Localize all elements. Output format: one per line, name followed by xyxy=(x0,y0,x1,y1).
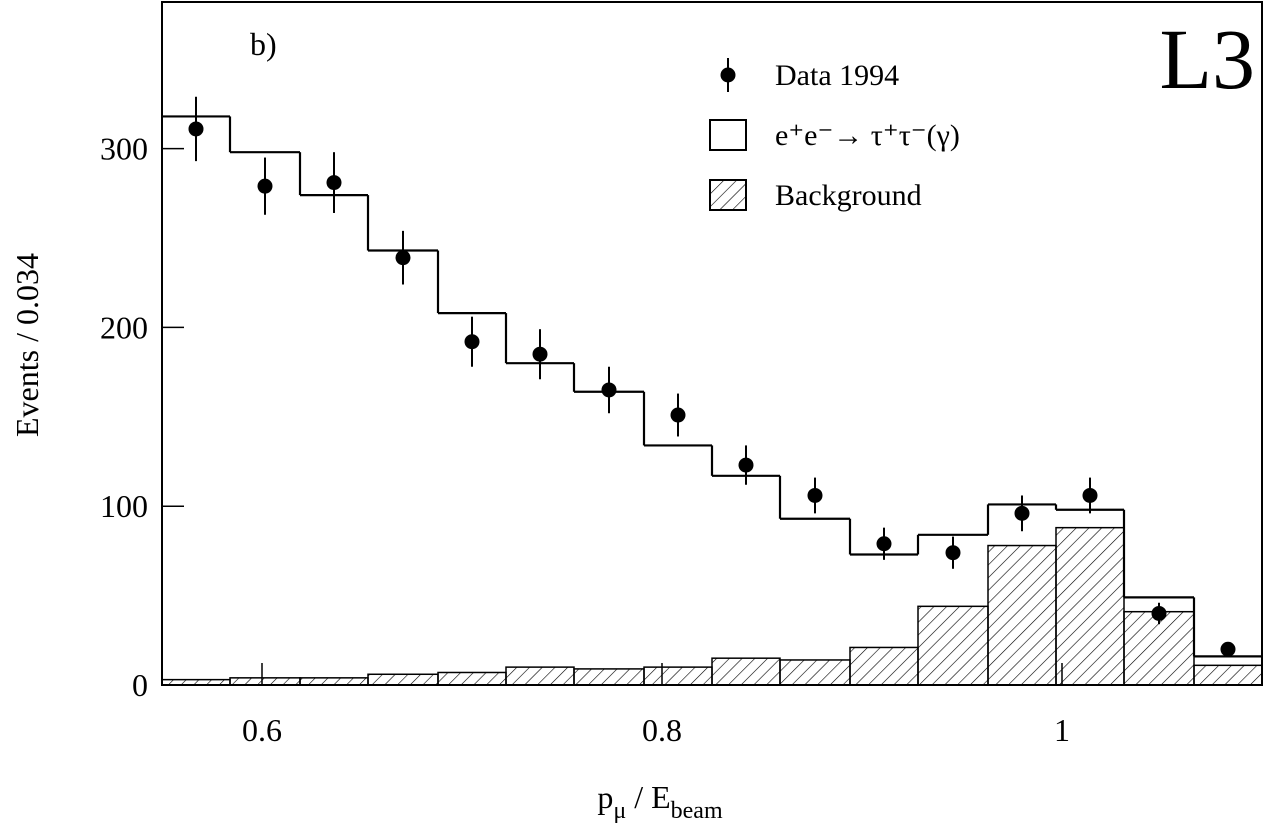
data-point xyxy=(464,334,480,350)
background-bar xyxy=(849,646,919,686)
y-tick-label: 100 xyxy=(100,488,148,524)
background-bar xyxy=(779,659,851,686)
background-bar xyxy=(917,605,989,686)
x-tick-label: 1 xyxy=(1054,712,1070,748)
data-point xyxy=(395,250,411,266)
y-tick-label: 200 xyxy=(100,309,148,345)
data-point xyxy=(1082,487,1098,503)
data-point xyxy=(257,178,273,194)
x-tick-label: 0.8 xyxy=(642,712,682,748)
background-bar xyxy=(437,671,507,686)
data-point xyxy=(738,457,754,473)
background-bar xyxy=(1055,526,1125,686)
x-label-part: beam xyxy=(671,798,723,824)
x-tick-label: 0.6 xyxy=(242,712,282,748)
background-bar xyxy=(229,677,301,686)
background-bar xyxy=(573,668,645,686)
data-point xyxy=(945,545,961,561)
legend-label: Data 1994 xyxy=(775,59,899,92)
y-tick-label: 300 xyxy=(100,131,148,167)
x-axis-label: pμ / Ebeam xyxy=(597,779,723,824)
y-tick-label: 0 xyxy=(132,667,148,703)
data-point xyxy=(532,346,548,362)
x-label-part: p xyxy=(597,779,613,815)
experiment-label: L3 xyxy=(1159,11,1255,107)
legend-marker xyxy=(720,67,736,83)
background-bar xyxy=(643,666,713,686)
data-point xyxy=(326,175,342,191)
x-label-part: μ xyxy=(613,798,626,824)
y-axis-label: Events / 0.034 xyxy=(9,253,45,437)
data-point xyxy=(188,121,204,137)
data-point xyxy=(876,536,892,552)
background-bar xyxy=(1193,664,1263,686)
legend-marker xyxy=(709,179,747,211)
background-bar xyxy=(299,677,369,686)
data-point xyxy=(601,382,617,398)
background-bar xyxy=(711,657,781,686)
data-point xyxy=(1220,641,1236,657)
data-point xyxy=(1014,505,1030,521)
data-point xyxy=(807,487,823,503)
panel-label: b) xyxy=(250,26,277,62)
x-label-part: / E xyxy=(626,779,670,815)
legend-label: Background xyxy=(775,179,922,212)
legend-marker xyxy=(709,119,747,151)
background-bar xyxy=(505,666,575,686)
background-bar xyxy=(367,673,439,686)
data-point xyxy=(1151,605,1167,621)
plot-frame xyxy=(161,1,1263,686)
background-bar xyxy=(987,544,1057,686)
legend-label: e⁺e⁻→ τ⁺τ⁻(γ) xyxy=(775,119,960,152)
data-point xyxy=(670,407,686,423)
